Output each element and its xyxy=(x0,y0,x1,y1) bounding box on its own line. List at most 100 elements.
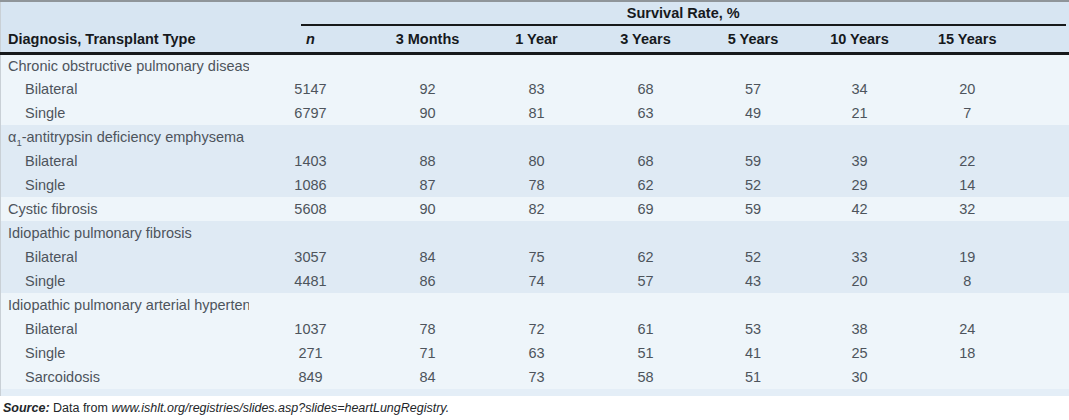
cell xyxy=(373,221,483,245)
cell: 73 xyxy=(483,365,591,389)
table-header: Survival Rate, % Diagnosis, Transplant T… xyxy=(1,1,1069,53)
group-row: α1-antitrypsin deficiency emphysema xyxy=(1,125,1069,149)
cell: 74 xyxy=(483,269,591,293)
cell xyxy=(591,53,701,77)
cell xyxy=(249,53,373,77)
cell: 33 xyxy=(806,245,914,269)
cell xyxy=(701,221,806,245)
cell: 81 xyxy=(483,101,591,125)
cell: 8 xyxy=(914,269,1069,293)
row-label: Bilateral xyxy=(1,149,249,173)
cell: 22 xyxy=(914,149,1069,173)
cell: 41 xyxy=(701,341,806,365)
cell: 86 xyxy=(373,269,483,293)
cell xyxy=(483,221,591,245)
cell: 69 xyxy=(591,197,701,221)
cell: 20 xyxy=(914,77,1069,101)
cell xyxy=(591,221,701,245)
cell: 53 xyxy=(701,317,806,341)
cell xyxy=(249,293,373,317)
row-label: Single xyxy=(1,101,249,125)
cell: 7 xyxy=(914,101,1069,125)
cell xyxy=(701,293,806,317)
cell xyxy=(483,125,591,149)
cell: 38 xyxy=(806,317,914,341)
col-header-15-years: 15 Years xyxy=(914,26,1069,53)
cell: 72 xyxy=(483,317,591,341)
cell: 3057 xyxy=(249,245,373,269)
cell: 20 xyxy=(806,269,914,293)
cell xyxy=(914,125,1069,149)
col-header-10-years: 10 Years xyxy=(806,26,914,53)
row-label: Idiopathic pulmonary fibrosis xyxy=(1,221,249,245)
cell xyxy=(373,293,483,317)
row-label: Bilateral xyxy=(1,77,249,101)
cell xyxy=(249,125,373,149)
spanner-row: Survival Rate, % xyxy=(1,1,1069,26)
cell xyxy=(373,53,483,77)
cell xyxy=(373,125,483,149)
cell: 83 xyxy=(483,77,591,101)
table-row: Bilateral1037787261533824 xyxy=(1,317,1069,341)
cell: 68 xyxy=(591,149,701,173)
table-row: Sarcoidosis8498473585130 xyxy=(1,365,1069,389)
table-row: Bilateral1403888068593922 xyxy=(1,149,1069,173)
cell xyxy=(806,125,914,149)
table-bottom-strip xyxy=(1,389,1069,396)
cell: 58 xyxy=(591,365,701,389)
row-label: α1-antitrypsin deficiency emphysema xyxy=(1,125,249,149)
cell: 4481 xyxy=(249,269,373,293)
cell: 92 xyxy=(373,77,483,101)
cell: 90 xyxy=(373,197,483,221)
table-row: Bilateral5147928368573420 xyxy=(1,77,1069,101)
cell: 5608 xyxy=(249,197,373,221)
row-label: Chronic obstructive pulmonary disease xyxy=(1,53,249,77)
cell: 80 xyxy=(483,149,591,173)
row-label: Bilateral xyxy=(1,245,249,269)
cell: 87 xyxy=(373,173,483,197)
row-label: Single xyxy=(1,173,249,197)
cell: 30 xyxy=(806,365,914,389)
row-label: Idiopathic pulmonary arterial hypertensi… xyxy=(1,293,249,317)
cell: 84 xyxy=(373,365,483,389)
cell xyxy=(914,365,1069,389)
col-header-3-years: 3 Years xyxy=(591,26,701,53)
row-label: Single xyxy=(1,269,249,293)
cell: 34 xyxy=(806,77,914,101)
cell: 51 xyxy=(591,341,701,365)
spanner-cell: Survival Rate, % xyxy=(249,1,1069,26)
cell xyxy=(701,125,806,149)
cell xyxy=(914,293,1069,317)
cell: 90 xyxy=(373,101,483,125)
cell xyxy=(483,293,591,317)
col-header-diagnosis: Diagnosis, Transplant Type xyxy=(1,26,249,53)
group-row: Idiopathic pulmonary fibrosis xyxy=(1,221,1069,245)
source-note: Source: Data from www.ishlt.org/registri… xyxy=(0,401,1069,415)
cell: 59 xyxy=(701,197,806,221)
table-row: Single271716351412518 xyxy=(1,341,1069,365)
cell: 1086 xyxy=(249,173,373,197)
cell xyxy=(806,221,914,245)
cell: 21 xyxy=(806,101,914,125)
cell: 61 xyxy=(591,317,701,341)
table-row: Single679790816349217 xyxy=(1,101,1069,125)
cell: 57 xyxy=(701,77,806,101)
cell: 29 xyxy=(806,173,914,197)
cell: 88 xyxy=(373,149,483,173)
cell: 18 xyxy=(914,341,1069,365)
spanner-spacer xyxy=(1,1,249,26)
cell: 75 xyxy=(483,245,591,269)
cell: 5147 xyxy=(249,77,373,101)
table-row: Cystic fibrosis5608908269594232 xyxy=(1,197,1069,221)
cell: 51 xyxy=(701,365,806,389)
source-url: www.ishlt.org/registries/slides.asp?slid… xyxy=(111,401,449,415)
cell: 14 xyxy=(914,173,1069,197)
source-prefix: Data from xyxy=(50,401,112,415)
cell: 19 xyxy=(914,245,1069,269)
col-header-3-months: 3 Months xyxy=(373,26,483,53)
row-label: Bilateral xyxy=(1,317,249,341)
row-label: Cystic fibrosis xyxy=(1,197,249,221)
cell: 43 xyxy=(701,269,806,293)
column-header-row: Diagnosis, Transplant Type n 3 Months 1 … xyxy=(1,26,1069,53)
table-row: Single448186745743208 xyxy=(1,269,1069,293)
